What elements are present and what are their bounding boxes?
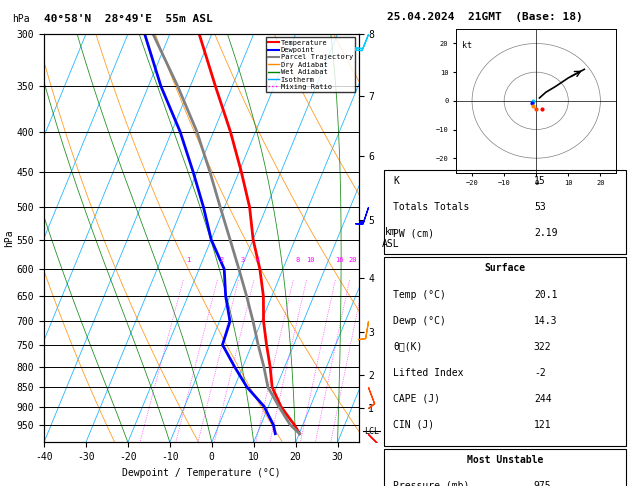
Legend: Temperature, Dewpoint, Parcel Trajectory, Dry Adiabat, Wet Adiabat, Isotherm, Mi: Temperature, Dewpoint, Parcel Trajectory… — [266, 37, 355, 92]
Text: Pressure (mb): Pressure (mb) — [393, 481, 470, 486]
Text: Surface: Surface — [484, 263, 525, 274]
Text: Temp (°C): Temp (°C) — [393, 290, 446, 299]
Text: 25.04.2024  21GMT  (Base: 18): 25.04.2024 21GMT (Base: 18) — [387, 12, 582, 22]
Text: LCL: LCL — [364, 427, 379, 436]
Text: 2: 2 — [220, 258, 224, 263]
Text: kt: kt — [462, 41, 472, 50]
Text: CIN (J): CIN (J) — [393, 419, 435, 430]
Text: PW (cm): PW (cm) — [393, 228, 435, 238]
Text: 8: 8 — [295, 258, 299, 263]
Text: 15: 15 — [534, 176, 545, 186]
Text: 10: 10 — [306, 258, 314, 263]
Text: Totals Totals: Totals Totals — [393, 202, 470, 212]
Bar — [384, 170, 626, 254]
Text: 53: 53 — [534, 202, 545, 212]
Text: 244: 244 — [534, 394, 552, 403]
Text: 20.1: 20.1 — [534, 290, 557, 299]
Text: Lifted Index: Lifted Index — [393, 367, 464, 378]
Text: 20: 20 — [349, 258, 357, 263]
Text: 40°58'N  28°49'E  55m ASL: 40°58'N 28°49'E 55m ASL — [44, 14, 213, 24]
Bar — [384, 449, 626, 486]
Y-axis label: hPa: hPa — [4, 229, 14, 247]
Text: K: K — [393, 176, 399, 186]
Text: 3: 3 — [240, 258, 245, 263]
Y-axis label: km
ASL: km ASL — [382, 227, 399, 249]
Text: 121: 121 — [534, 419, 552, 430]
Text: -2: -2 — [534, 367, 545, 378]
Text: Most Unstable: Most Unstable — [467, 455, 543, 465]
Text: 2.19: 2.19 — [534, 228, 557, 238]
Text: 4: 4 — [256, 258, 260, 263]
Text: CAPE (J): CAPE (J) — [393, 394, 440, 403]
Text: 16: 16 — [335, 258, 343, 263]
Text: 14.3: 14.3 — [534, 315, 557, 326]
Text: 975: 975 — [534, 481, 552, 486]
Text: 322: 322 — [534, 342, 552, 351]
Bar — [384, 258, 626, 446]
Text: 1: 1 — [186, 258, 190, 263]
Text: Dewp (°C): Dewp (°C) — [393, 315, 446, 326]
Text: θᴄ(K): θᴄ(K) — [393, 342, 423, 351]
X-axis label: Dewpoint / Temperature (°C): Dewpoint / Temperature (°C) — [122, 468, 281, 478]
Text: hPa: hPa — [13, 14, 30, 24]
